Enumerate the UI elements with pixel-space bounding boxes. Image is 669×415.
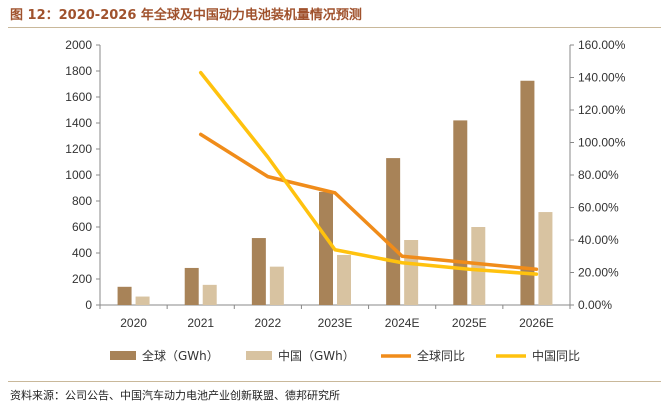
- left-axis-tick-label: 1200: [65, 142, 92, 156]
- x-axis-category-label: 2024E: [385, 316, 420, 330]
- china-bar: [404, 240, 419, 305]
- china-bar: [471, 227, 486, 305]
- x-axis-category-label: 2020: [120, 316, 147, 330]
- left-axis-tick-label: 200: [72, 272, 92, 286]
- china-bar: [202, 284, 217, 305]
- right-axis-tick-label: 40.00%: [578, 233, 619, 247]
- legend-global-bar-label: 全球（GWh）: [142, 348, 219, 363]
- source-note: 资料来源：公司公告、中国汽车动力电池产业创新联盟、德邦研究所: [10, 389, 340, 402]
- legend-global-yoy-label: 全球同比: [417, 348, 465, 363]
- global-bar: [386, 158, 401, 305]
- left-axis-tick-label: 600: [72, 220, 92, 234]
- left-axis-tick-label: 1800: [65, 64, 92, 78]
- global-bar: [251, 238, 266, 305]
- global-bar: [319, 191, 333, 305]
- right-axis-tick-label: 60.00%: [578, 201, 619, 215]
- china-bar: [135, 296, 150, 305]
- left-axis-tick-label: 800: [72, 194, 92, 208]
- right-axis-tick-label: 0.00%: [578, 298, 612, 312]
- left-axis-tick-label: 1000: [65, 168, 92, 182]
- china-bar: [538, 212, 553, 305]
- right-axis-tick-label: 80.00%: [578, 168, 619, 182]
- global-bar: [520, 80, 535, 305]
- left-axis-tick-label: 2000: [65, 38, 92, 52]
- source-divider: [8, 381, 661, 382]
- global-bar: [184, 267, 199, 305]
- left-axis-tick-label: 400: [72, 246, 92, 260]
- x-axis-category-label: 2026E: [519, 316, 554, 330]
- x-axis-category-label: 2022: [255, 316, 282, 330]
- right-axis-tick-label: 120.00%: [578, 103, 626, 117]
- x-axis-category-label: 2021: [187, 316, 214, 330]
- china-yoy-line: [198, 70, 539, 276]
- global-bar: [117, 286, 132, 305]
- global-bar: [453, 120, 468, 306]
- right-axis-tick-label: 20.00%: [578, 266, 619, 280]
- legend-china-bar-label: 中国（GWh）: [278, 348, 355, 363]
- chart-title: 图 12：2020-2026 年全球及中国动力电池装机量情况预测: [10, 8, 362, 23]
- x-axis-category-label: 2025E: [452, 316, 487, 330]
- left-axis-tick-label: 1400: [65, 116, 92, 130]
- left-axis-tick-label: 1600: [65, 90, 92, 104]
- left-axis-tick-label: 0: [85, 298, 92, 312]
- global-yoy-line: [198, 132, 539, 271]
- right-axis-tick-label: 140.00%: [578, 71, 626, 85]
- china-bar: [269, 266, 284, 305]
- title-divider: [8, 27, 661, 28]
- right-axis-tick-label: 100.00%: [578, 136, 626, 150]
- x-axis-category-label: 2023E: [318, 316, 353, 330]
- legend-china-yoy-label: 中国同比: [532, 348, 580, 363]
- legend-china-bar-swatch: [246, 351, 272, 360]
- china-bar: [337, 254, 351, 305]
- legend-global-bar-swatch: [110, 351, 136, 360]
- right-axis-tick-label: 160.00%: [578, 38, 626, 52]
